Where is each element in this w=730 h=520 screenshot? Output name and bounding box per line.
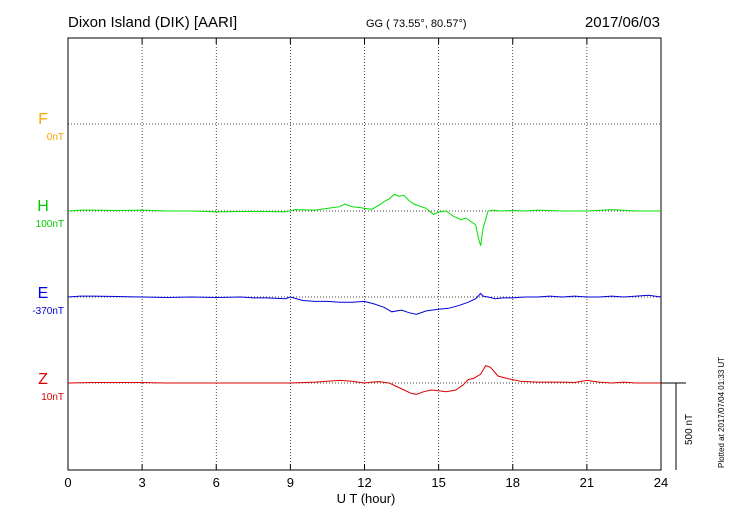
x-axis: 0 3 6 9 12 15 18 21 24 — [64, 38, 668, 490]
x-tick-label: 12 — [357, 475, 371, 490]
x-tick-label: 6 — [213, 475, 220, 490]
series-line-E — [67, 292, 662, 315]
x-tick-label: 24 — [654, 475, 668, 490]
label-E: E — [38, 285, 49, 302]
baseline-F: 0nT — [47, 132, 64, 143]
label-H: H — [37, 198, 49, 215]
x-tick-label: 3 — [139, 475, 146, 490]
series-line-H — [67, 193, 661, 246]
x-tick-label: 15 — [431, 475, 445, 490]
label-Z: Z — [38, 371, 48, 388]
plotted-timestamp: Plotted at 2017/07/04 01:33 UT — [717, 357, 726, 468]
x-tick-label: 9 — [287, 475, 294, 490]
scale-bar-label: 500 nT — [684, 414, 695, 445]
baseline-Z: 10nT — [41, 392, 64, 403]
geo-coords: GG ( 73.55°, 80.57°) — [366, 18, 467, 30]
station-title: Dixon Island (DIK) [AARI] — [68, 14, 237, 31]
grid-lines — [68, 38, 661, 470]
baseline-H: 100nT — [36, 219, 64, 230]
x-tick-label: 0 — [64, 475, 71, 490]
x-tick-label: 21 — [580, 475, 594, 490]
series-lines — [67, 193, 662, 395]
x-tick-label: 18 — [506, 475, 520, 490]
scale-bar: 500 nT — [661, 382, 695, 470]
x-axis-title: U T (hour) — [337, 491, 396, 506]
baseline-E: -370nT — [32, 306, 64, 317]
series-line-Z — [67, 364, 661, 395]
date-label: 2017/06/03 — [585, 14, 660, 31]
label-F: F — [38, 111, 48, 128]
